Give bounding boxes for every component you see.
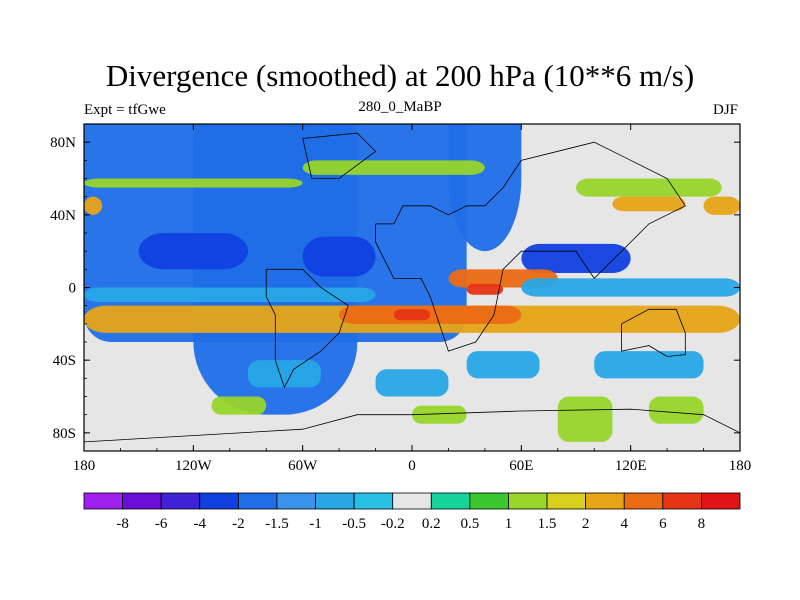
x-tick-label: 60E [509,458,533,474]
field-midlat-divergence-nh [84,160,722,197]
colorbar-label: -2 [232,516,245,532]
field-cell [557,396,613,442]
field-cell [703,196,740,215]
x-tick-label: 180 [73,458,96,474]
colorbar-swatch [160,492,201,510]
field-cell [412,405,467,424]
field-cell [211,396,267,415]
field-subtropical-convergence-nh-core [138,233,631,277]
field-midlat-divergence-nh-warm [84,196,740,215]
field-cell [84,287,376,303]
x-tick-label: 180 [729,458,752,474]
colorbar: -8 -6 -4 -2 -1.5 -1 -0.5 -0.2 0.2 0.5 1 1.5 2 4 6 8 [83,492,741,532]
field-cell [612,15,740,70]
coastline-segment [302,132,377,179]
colorbar-label: 2 [582,516,590,532]
colorbar-swatch [508,492,548,510]
coastline-outline [84,132,740,443]
x-tick-label: 120E [615,458,647,474]
colorbar-swatch [546,492,587,510]
coastline-segment [84,408,740,443]
field-subtropical-convergence-nh [84,15,740,415]
field-cell [466,351,540,379]
colorbar-label: -6 [155,516,168,532]
field-southern-eddies [248,351,704,397]
field-itcz-divergence-peak [393,283,504,321]
colorbar-swatch [430,492,471,510]
field-cell [521,278,740,297]
colorbar-label: 1 [505,516,513,532]
colorbar-swatch [237,492,278,510]
colorbar-label: 0.5 [461,516,480,532]
y-tick-label: 40S [53,353,76,369]
field-cell [576,178,722,197]
colorbar-label: -0.5 [342,516,366,532]
field-cell [248,360,321,388]
x-axis: 180 120W 60W 0 60E 120E 180 [73,124,752,474]
colorbar-label: 4 [620,516,628,532]
colorbar-swatch [623,492,664,510]
field-cell [84,196,103,215]
colorbar-swatch [585,492,625,510]
field-cell [302,236,376,277]
colorbar-swatch [469,492,509,510]
period-label: 280_0_MaBP [358,99,442,115]
colorbar-swatch [662,492,702,510]
field-cell [612,196,686,212]
coastline-segment [265,268,349,389]
field-cell [594,351,704,379]
y-tick-label: 40N [50,208,76,224]
contour-field [84,15,740,442]
field-cell [448,124,522,252]
colorbar-label: -0.2 [381,516,405,532]
colorbar-label: 0.2 [422,516,441,532]
y-tick-label: 80N [50,135,76,151]
colorbar-label: -4 [194,516,207,532]
experiment-label: Expt = tfGwe [84,102,166,118]
colorbar-label: -8 [116,516,129,532]
colorbar-swatch [276,492,316,510]
colorbar-swatch [315,492,355,510]
colorbar-swatch [199,492,239,510]
x-tick-label: 120W [175,458,213,474]
field-cell [466,283,504,295]
field-cell [138,233,248,270]
colorbar-swatch [83,492,123,510]
field-equatorial-convergence-band [84,278,740,303]
colorbar-swatch [701,492,741,510]
colorbar-label: 8 [698,516,706,532]
field-cell [375,369,449,397]
y-tick-label: 0 [69,281,77,297]
field-cell [648,396,704,424]
season-label: DJF [712,102,738,118]
field-cell [84,178,303,188]
chart-title: Divergence (smoothed) at 200 hPa (10**6 … [105,58,695,93]
colorbar-swatch [353,492,394,510]
coastline-segment [621,308,686,357]
x-tick-label: 60W [288,458,318,474]
y-axis: 80N 40N 0 40S 80S [50,123,740,452]
colorbar-label: -1 [309,516,322,532]
y-tick-label: 80S [53,426,76,442]
field-cell [302,160,485,175]
colorbar-swatch [392,492,432,510]
x-tick-label: 0 [408,458,416,474]
coastline-segment [375,141,686,352]
colorbar-label: 1.5 [538,516,557,532]
field-cell [393,309,431,321]
colorbar-label: 6 [659,516,667,532]
colorbar-swatch [122,492,162,510]
colorbar-label: -1.5 [265,516,289,532]
field-southern-eddies-pos [211,396,704,442]
